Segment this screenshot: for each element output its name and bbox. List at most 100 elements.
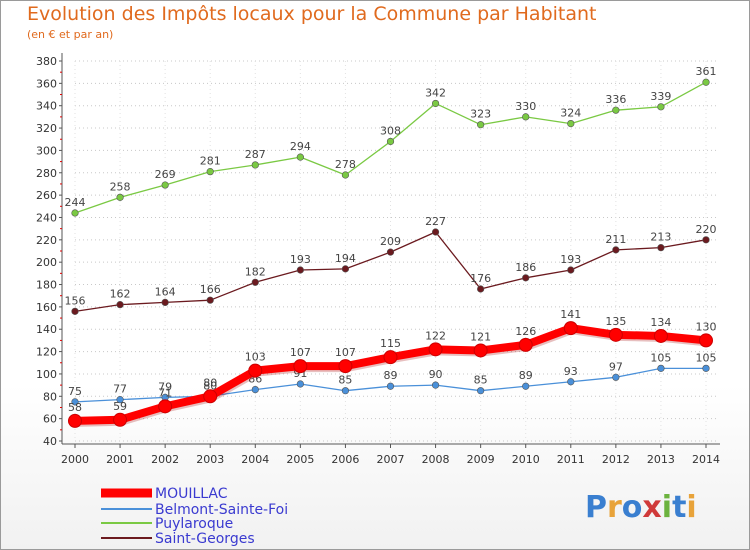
- data-label: 339: [650, 90, 671, 103]
- data-label: 85: [474, 374, 488, 387]
- data-point: [341, 265, 350, 273]
- x-tick-label: 2009: [467, 453, 495, 466]
- x-tick-label: 2002: [151, 453, 179, 466]
- data-point: [657, 244, 665, 252]
- logo-letter: i: [662, 490, 672, 525]
- data-label: 324: [560, 107, 581, 120]
- data-label: 294: [290, 140, 311, 153]
- data-point: [522, 382, 530, 390]
- data-label: 193: [290, 253, 311, 266]
- data-point: [248, 363, 263, 378]
- y-tick-label: 140: [36, 323, 57, 336]
- data-point: [522, 113, 530, 121]
- data-label: 121: [470, 330, 491, 343]
- data-point: [116, 301, 124, 309]
- y-tick-label: 380: [36, 55, 57, 68]
- data-point: [251, 278, 259, 286]
- data-label: 134: [650, 316, 671, 329]
- data-point: [293, 359, 308, 374]
- x-tick-label: 2010: [512, 453, 540, 466]
- data-point: [383, 350, 398, 365]
- legend-label: Saint-Georges: [155, 531, 255, 547]
- data-label: 90: [429, 368, 443, 381]
- data-point: [428, 342, 443, 357]
- data-label: 58: [68, 401, 82, 414]
- x-tick-label: 2005: [286, 453, 314, 466]
- data-label: 97: [609, 360, 623, 373]
- logo-letter: r: [607, 490, 622, 525]
- y-tick-label: 220: [36, 234, 57, 247]
- y-tick-label: 120: [36, 346, 57, 359]
- data-label: 194: [335, 252, 356, 265]
- x-tick-label: 2003: [196, 453, 224, 466]
- data-label: 156: [65, 294, 86, 307]
- data-label: 193: [560, 253, 581, 266]
- logo-letter: P: [585, 490, 607, 525]
- legend-label: MOUILLAC: [155, 486, 228, 502]
- data-point: [431, 381, 440, 389]
- data-point: [567, 378, 575, 386]
- data-point: [116, 193, 124, 201]
- data-label: 164: [155, 285, 176, 298]
- data-label: 93: [564, 365, 578, 378]
- y-tick-label: 100: [36, 368, 57, 381]
- data-label: 126: [515, 325, 536, 338]
- x-tick-label: 2001: [106, 453, 134, 466]
- x-tick-label: 2000: [61, 453, 89, 466]
- y-tick-label: 80: [43, 390, 57, 403]
- data-label: 213: [650, 231, 671, 244]
- logo: Proxiti: [585, 490, 697, 525]
- data-label: 80: [203, 379, 217, 392]
- logo-letter: t: [672, 490, 686, 525]
- data-label: 85: [338, 374, 352, 387]
- data-label: 342: [425, 86, 446, 99]
- x-tick-label: 2011: [557, 453, 585, 466]
- data-point: [296, 380, 304, 388]
- data-point: [567, 119, 575, 128]
- chart-title: Evolution des Impôts locaux pour la Comm…: [27, 3, 597, 25]
- data-label: 227: [425, 215, 446, 228]
- y-tick-label: 300: [36, 144, 57, 157]
- chart-subtitle: (en € et par an): [27, 28, 114, 41]
- data-label: 211: [605, 233, 626, 246]
- data-label: 89: [519, 369, 533, 382]
- data-point: [203, 389, 218, 404]
- data-label: 278: [335, 158, 356, 171]
- y-tick-label: 260: [36, 189, 57, 202]
- data-point: [206, 296, 214, 304]
- data-label: 80: [203, 376, 217, 389]
- data-point: [477, 121, 485, 129]
- y-tick-label: 360: [36, 77, 57, 90]
- data-point: [386, 248, 395, 256]
- data-point: [206, 168, 214, 176]
- data-point: [116, 396, 124, 404]
- y-tick-label: 320: [36, 122, 57, 135]
- data-point: [518, 337, 533, 352]
- data-point: [251, 161, 259, 169]
- data-label: 323: [470, 108, 491, 121]
- y-tick-label: 180: [36, 279, 57, 292]
- data-label: 330: [515, 100, 536, 113]
- data-point: [431, 228, 440, 236]
- data-point: [522, 274, 530, 282]
- data-label: 336: [605, 93, 626, 106]
- data-label: 107: [290, 346, 311, 359]
- data-point: [431, 99, 440, 108]
- data-label: 281: [200, 155, 221, 168]
- data-point: [158, 399, 173, 414]
- data-point: [161, 298, 169, 307]
- data-label: 79: [158, 380, 172, 393]
- data-point: [71, 398, 79, 406]
- data-point: [653, 328, 668, 343]
- data-point: [296, 266, 304, 274]
- data-label: 71: [158, 386, 172, 399]
- x-tick-label: 2012: [602, 453, 630, 466]
- data-label: 308: [380, 124, 401, 137]
- data-point: [251, 385, 259, 394]
- data-point: [71, 209, 79, 217]
- data-label: 269: [155, 168, 176, 181]
- data-point: [68, 413, 82, 428]
- data-point: [113, 412, 128, 427]
